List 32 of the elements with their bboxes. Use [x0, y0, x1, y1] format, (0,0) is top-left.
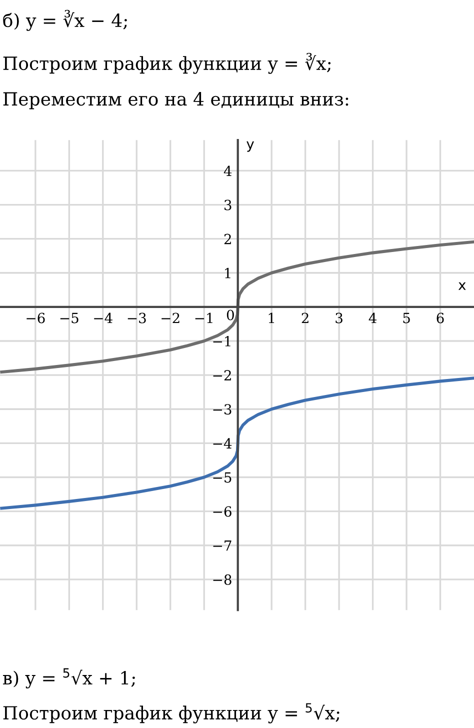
x-tick-label: −6 — [26, 312, 45, 324]
x-tick-label: −1 — [195, 312, 212, 324]
x-tick-label: 2 — [302, 312, 308, 324]
y-tick-label: −4 — [213, 438, 232, 448]
text: Построим график функции y = $^{5}$√x; — [3, 703, 340, 724]
x-tick-label: −2 — [162, 312, 180, 324]
x-tick-label: 1 — [268, 312, 274, 324]
x-tick-label: 4 — [368, 312, 377, 324]
text: Переместим его на 4 единицы вниз: — [3, 92, 348, 110]
x-tick-label: 5 — [403, 312, 410, 324]
y-tick-label: −8 — [213, 574, 232, 585]
y-tick-label: −5 — [213, 472, 232, 483]
x-tick-label: −3 — [128, 312, 146, 324]
y-tick-label: −2 — [213, 370, 231, 380]
x-tick-label: 6 — [436, 312, 444, 324]
y-tick-label: −3 — [213, 404, 232, 415]
chart-title: б) y = ∛x − 4; — [3, 10, 127, 31]
y-tick-label: −7 — [213, 540, 232, 551]
x-tick-label: −4 — [94, 312, 112, 324]
y-tick-label: −6 — [213, 506, 232, 517]
text: Построим график функции y = ∛x; — [3, 52, 331, 74]
y-tick-label: 3 — [224, 200, 232, 210]
y-tick-label: 4 — [224, 166, 232, 176]
x-tick-label: 0 — [226, 310, 234, 320]
x-axis-title: x — [458, 282, 466, 290]
y-axis-title: y — [246, 141, 254, 152]
y-tick-label: −1 — [213, 336, 230, 346]
x-tick-label: 3 — [336, 312, 342, 324]
x-tick-label: −5 — [60, 312, 78, 324]
y-tick-label: 2 — [224, 234, 231, 244]
text: в) y = $^{5}$√x + 1; — [3, 668, 135, 688]
y-tick-label: 1 — [225, 268, 230, 278]
